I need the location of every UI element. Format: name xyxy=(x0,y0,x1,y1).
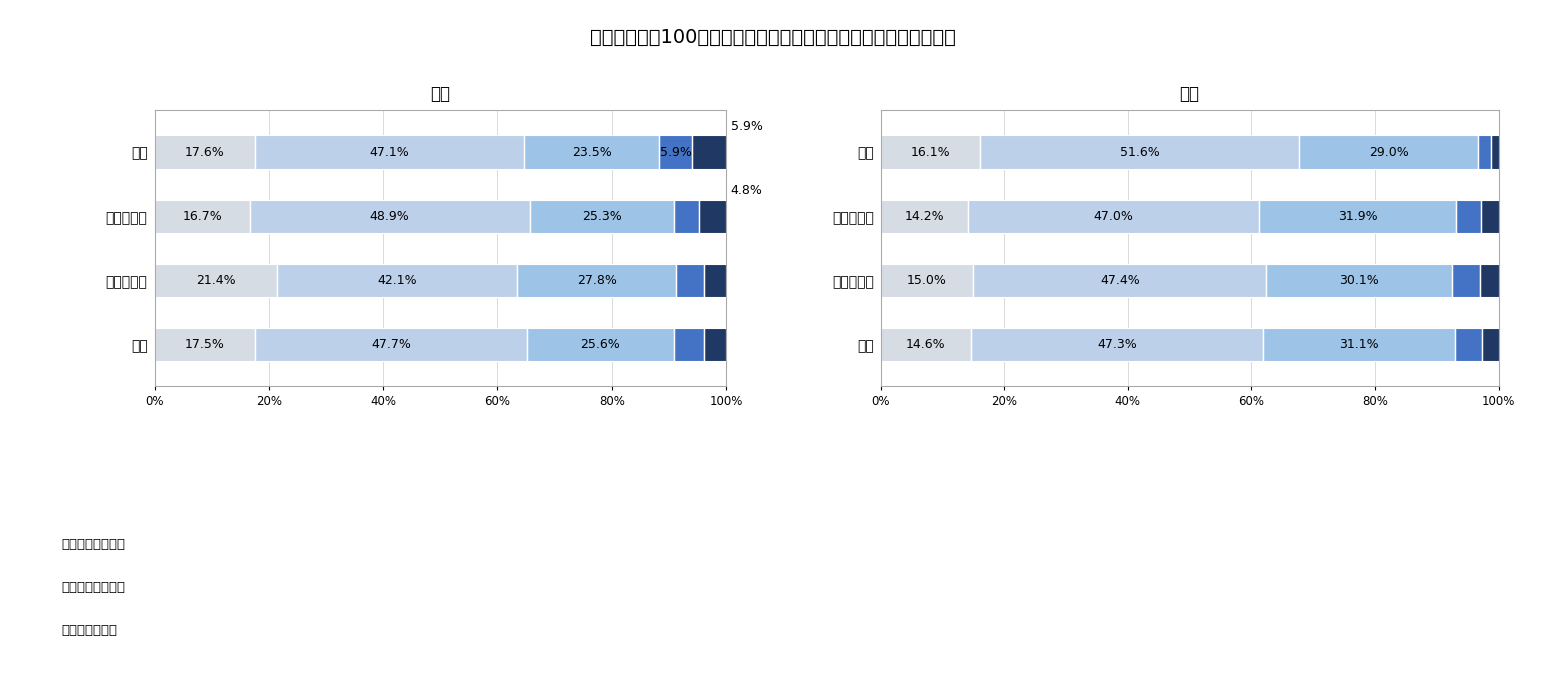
FancyBboxPatch shape xyxy=(151,466,173,491)
Bar xyxy=(881,328,970,362)
Bar xyxy=(1259,199,1455,233)
Bar xyxy=(980,135,1299,169)
Text: 健康面（からだの機能の低下等）: 健康面（からだの機能の低下等） xyxy=(910,472,1015,485)
FancyBboxPatch shape xyxy=(151,555,173,580)
Text: 図表３　人生100年時代の到来に対して高齢者が不安に感じること: 図表３ 人生100年時代の到来に対して高齢者が不安に感じること xyxy=(590,28,955,47)
Text: 47.3%: 47.3% xyxy=(1097,338,1137,351)
Bar xyxy=(1479,135,1491,169)
Text: 47.7%: 47.7% xyxy=(371,338,411,351)
Text: 健康面（からだの機能の低下等）: 健康面（からだの機能の低下等） xyxy=(182,472,287,485)
Text: 31.9%: 31.9% xyxy=(1338,210,1377,223)
Bar xyxy=(973,264,1267,297)
Bar xyxy=(530,199,674,233)
Text: その他: その他 xyxy=(182,607,204,619)
Bar xyxy=(154,264,277,297)
Text: 5.9%: 5.9% xyxy=(731,120,763,133)
Bar xyxy=(1264,328,1455,362)
Text: 21.4%: 21.4% xyxy=(196,274,235,287)
Bar xyxy=(1491,135,1499,169)
Bar xyxy=(518,264,677,297)
Bar xyxy=(698,199,726,233)
Bar xyxy=(881,199,969,233)
Text: 27.8%: 27.8% xyxy=(576,274,616,287)
Bar xyxy=(1480,264,1499,297)
FancyBboxPatch shape xyxy=(151,600,173,625)
Bar xyxy=(1299,135,1479,169)
Text: （資料）同上。: （資料）同上。 xyxy=(62,624,117,637)
Bar xyxy=(1267,264,1452,297)
Bar xyxy=(1452,264,1480,297)
Bar xyxy=(881,264,973,297)
Text: 17.5%: 17.5% xyxy=(184,338,224,351)
Bar xyxy=(154,199,250,233)
Bar xyxy=(970,328,1264,362)
Bar xyxy=(527,328,674,362)
Text: 4.8%: 4.8% xyxy=(731,184,763,197)
Text: 51.6%: 51.6% xyxy=(1120,146,1159,159)
Bar xyxy=(677,264,705,297)
Bar xyxy=(277,264,518,297)
Bar xyxy=(1455,199,1482,233)
Text: 生きがい: 生きがい xyxy=(182,562,210,575)
Bar xyxy=(255,135,524,169)
Text: 29.0%: 29.0% xyxy=(1369,146,1409,159)
Text: 経済面（生活資金の不足等）: 経済面（生活資金の不足等） xyxy=(182,427,273,440)
Text: 15.0%: 15.0% xyxy=(907,274,947,287)
Text: 47.1%: 47.1% xyxy=(369,146,409,159)
Text: 47.4%: 47.4% xyxy=(1100,274,1140,287)
Text: （備考１）同上。: （備考１）同上。 xyxy=(62,538,125,551)
Text: 5.9%: 5.9% xyxy=(660,146,692,159)
Bar xyxy=(674,199,698,233)
Text: 30.1%: 30.1% xyxy=(1340,274,1380,287)
Bar xyxy=(154,328,255,362)
Text: 16.1%: 16.1% xyxy=(910,146,950,159)
Text: 42.1%: 42.1% xyxy=(377,274,417,287)
Text: （備考２）同上。: （備考２）同上。 xyxy=(62,581,125,594)
Bar xyxy=(674,328,705,362)
Title: 男性: 男性 xyxy=(431,86,450,104)
Bar xyxy=(1455,328,1482,362)
Bar xyxy=(250,199,530,233)
Bar xyxy=(524,135,658,169)
FancyBboxPatch shape xyxy=(878,600,901,625)
Bar xyxy=(255,328,527,362)
Text: 14.2%: 14.2% xyxy=(905,210,944,223)
Text: 健康面（もの忘れや判断能力の低下等）: 健康面（もの忘れや判断能力の低下等） xyxy=(910,517,1037,530)
Text: 48.9%: 48.9% xyxy=(369,210,409,223)
Text: 生きがい: 生きがい xyxy=(910,562,939,575)
Text: その他: その他 xyxy=(910,607,932,619)
Text: 健康面（もの忘れや判断能力の低下等）: 健康面（もの忘れや判断能力の低下等） xyxy=(182,517,309,530)
Bar xyxy=(658,135,692,169)
FancyBboxPatch shape xyxy=(151,422,173,446)
Bar xyxy=(692,135,726,169)
Text: 17.6%: 17.6% xyxy=(185,146,224,159)
FancyBboxPatch shape xyxy=(878,422,901,446)
Text: 経済面（生活資金の不足等）: 経済面（生活資金の不足等） xyxy=(910,427,1001,440)
FancyBboxPatch shape xyxy=(878,511,901,535)
Text: 14.6%: 14.6% xyxy=(905,338,946,351)
Text: 31.1%: 31.1% xyxy=(1340,338,1380,351)
Title: 女性: 女性 xyxy=(1180,86,1199,104)
Bar xyxy=(881,135,980,169)
Text: 23.5%: 23.5% xyxy=(572,146,612,159)
FancyBboxPatch shape xyxy=(151,511,173,535)
FancyBboxPatch shape xyxy=(878,555,901,580)
Bar xyxy=(1482,199,1499,233)
Bar xyxy=(969,199,1259,233)
FancyBboxPatch shape xyxy=(878,466,901,491)
Text: 25.3%: 25.3% xyxy=(582,210,621,223)
Text: 25.6%: 25.6% xyxy=(581,338,620,351)
Bar xyxy=(1482,328,1499,362)
Text: 16.7%: 16.7% xyxy=(182,210,222,223)
Bar xyxy=(154,135,255,169)
Bar xyxy=(705,264,726,297)
Text: 47.0%: 47.0% xyxy=(1094,210,1134,223)
Bar xyxy=(705,328,726,362)
